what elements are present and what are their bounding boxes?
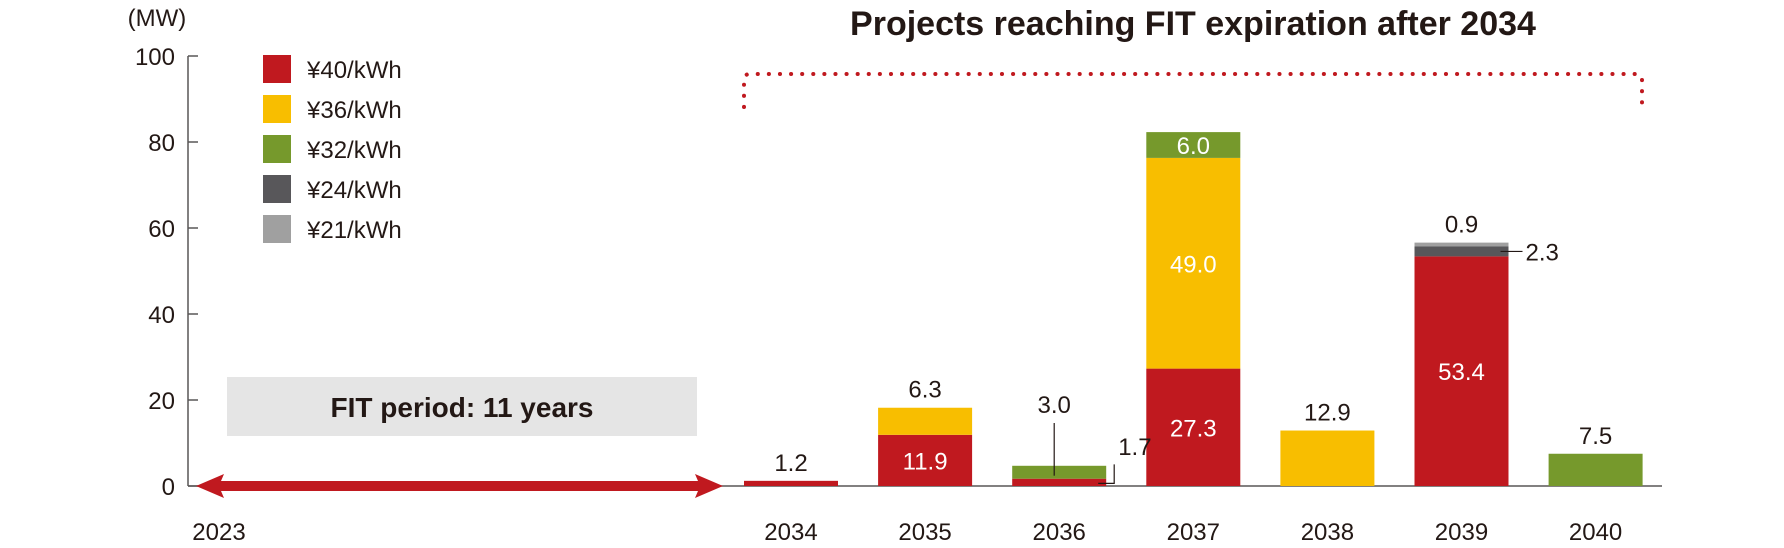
x-tick-label: 2036 — [1033, 519, 1086, 546]
x-tick-label: 2040 — [1569, 519, 1622, 546]
bar-segment — [878, 407, 973, 435]
bar-segment — [1012, 465, 1107, 479]
dotted-bracket — [742, 72, 1644, 109]
double-arrow — [196, 474, 723, 498]
bar-segment — [1414, 256, 1509, 486]
legend-label: ¥32/kWh — [306, 137, 402, 164]
x-tick-label: 2035 — [898, 519, 951, 546]
data-label: 1.2 — [774, 450, 807, 477]
legend-swatch — [263, 175, 291, 203]
legend-swatch — [263, 55, 291, 83]
bar-segment — [1146, 368, 1241, 486]
y-tick-label: 100 — [135, 44, 175, 71]
x-tick-label: 2039 — [1435, 519, 1488, 546]
data-label: 7.5 — [1579, 423, 1612, 450]
y-tick-label: 80 — [148, 130, 175, 157]
bar-segment — [1548, 453, 1643, 486]
bar-segment — [744, 480, 838, 486]
data-label: 0.9 — [1445, 212, 1478, 239]
x-tick-label: 2034 — [764, 519, 817, 546]
data-label: 27.3 — [1170, 415, 1217, 442]
unit-label: (MW) — [128, 5, 187, 32]
data-label: 6.0 — [1177, 133, 1210, 160]
fit-period-arrow — [196, 474, 723, 498]
bar-segment — [1280, 430, 1375, 486]
fit-period-label: FIT period: 11 years — [331, 392, 594, 423]
legend-swatch — [263, 215, 291, 243]
legend-label: ¥36/kWh — [306, 97, 402, 124]
data-label: 1.7 — [1118, 434, 1151, 461]
bar-segment — [1414, 242, 1509, 247]
y-tick-label: 40 — [148, 302, 175, 329]
legend-label: ¥24/kWh — [306, 177, 402, 204]
legend-label: ¥21/kWh — [306, 217, 402, 244]
fit-period-box — [227, 377, 697, 436]
expiration-bracket — [742, 72, 1644, 109]
data-labels: 1.2 11.9 6.3 1.7 3.0 27.3 49.0 6.0 12.9 53.4 2.3 0.… — [774, 133, 1612, 484]
bar-segment — [1146, 157, 1241, 369]
start-year-label: 2023 — [192, 519, 245, 546]
data-label: 11.9 — [903, 448, 948, 475]
y-tick-label: 20 — [148, 388, 175, 415]
bar-segment — [1146, 132, 1241, 158]
legend-swatch — [263, 95, 291, 123]
leader-line — [1098, 464, 1115, 484]
legend: ¥40/kWh ¥36/kWh ¥32/kWh ¥24/kWh ¥21/kWh — [263, 55, 402, 244]
data-label: 49.0 — [1170, 251, 1217, 278]
bars — [744, 132, 1643, 486]
y-tick-label: 60 — [148, 216, 175, 243]
data-label: 6.3 — [908, 377, 941, 404]
data-label: 12.9 — [1304, 400, 1351, 427]
chart-title: Projects reaching FIT expiration after 2… — [850, 5, 1536, 43]
data-label: 3.0 — [1038, 392, 1071, 419]
legend-label: ¥40/kWh — [306, 57, 402, 84]
bar-segment — [1414, 246, 1509, 257]
bar-segment — [1012, 478, 1107, 486]
y-tick-label: 0 — [162, 474, 175, 501]
legend-swatch — [263, 135, 291, 163]
data-label: 2.3 — [1526, 239, 1559, 266]
bar-segment — [878, 434, 973, 486]
x-tick-label: 2038 — [1301, 519, 1354, 546]
x-tick-label: 2037 — [1167, 519, 1220, 546]
data-label: 53.4 — [1438, 359, 1485, 386]
